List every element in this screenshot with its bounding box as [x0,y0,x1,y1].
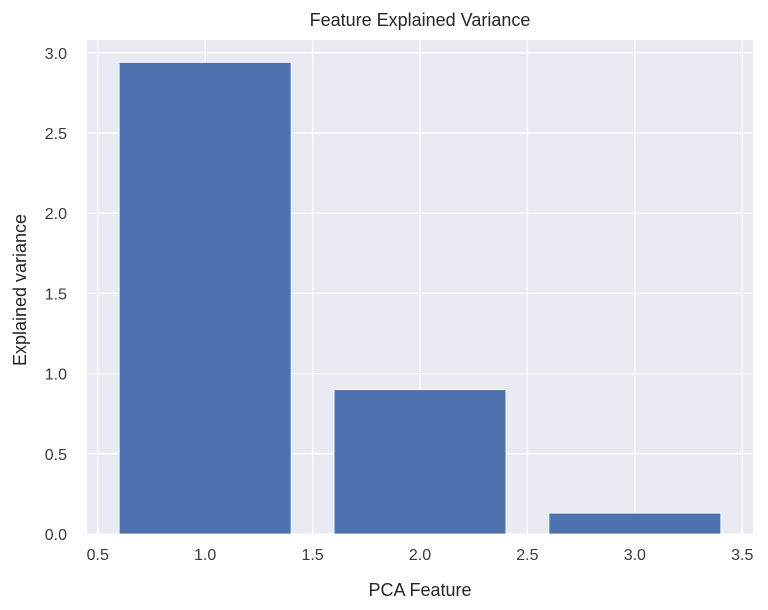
x-tick-label: 1.0 [194,547,216,564]
y-tick-label: 0.5 [45,447,67,464]
bar-feature-3 [548,512,722,535]
y-tick-label: 0.0 [45,527,67,544]
x-tick-label: 3.5 [731,547,753,564]
bars [118,62,722,535]
y-tick-label: 3.0 [45,46,67,63]
chart-title: Feature Explained Variance [310,10,531,30]
x-tick-label: 0.5 [87,547,109,564]
y-tick-label: 2.0 [45,206,67,223]
x-axis-ticks: 0.5 1.0 1.5 2.0 2.5 3.0 3.5 [87,547,754,564]
y-tick-label: 1.5 [45,286,67,303]
x-tick-label: 2.5 [516,547,538,564]
y-axis-ticks: 0.0 0.5 1.0 1.5 2.0 2.5 3.0 [45,46,67,544]
bar-feature-2 [333,389,507,535]
y-tick-label: 1.0 [45,367,67,384]
x-axis-label: PCA Feature [368,580,471,600]
x-tick-label: 3.0 [624,547,646,564]
y-axis-label: Explained variance [10,214,30,366]
bar-feature-1 [118,62,292,535]
x-tick-label: 2.0 [409,547,431,564]
y-tick-label: 2.5 [45,126,67,143]
x-tick-label: 1.5 [301,547,323,564]
